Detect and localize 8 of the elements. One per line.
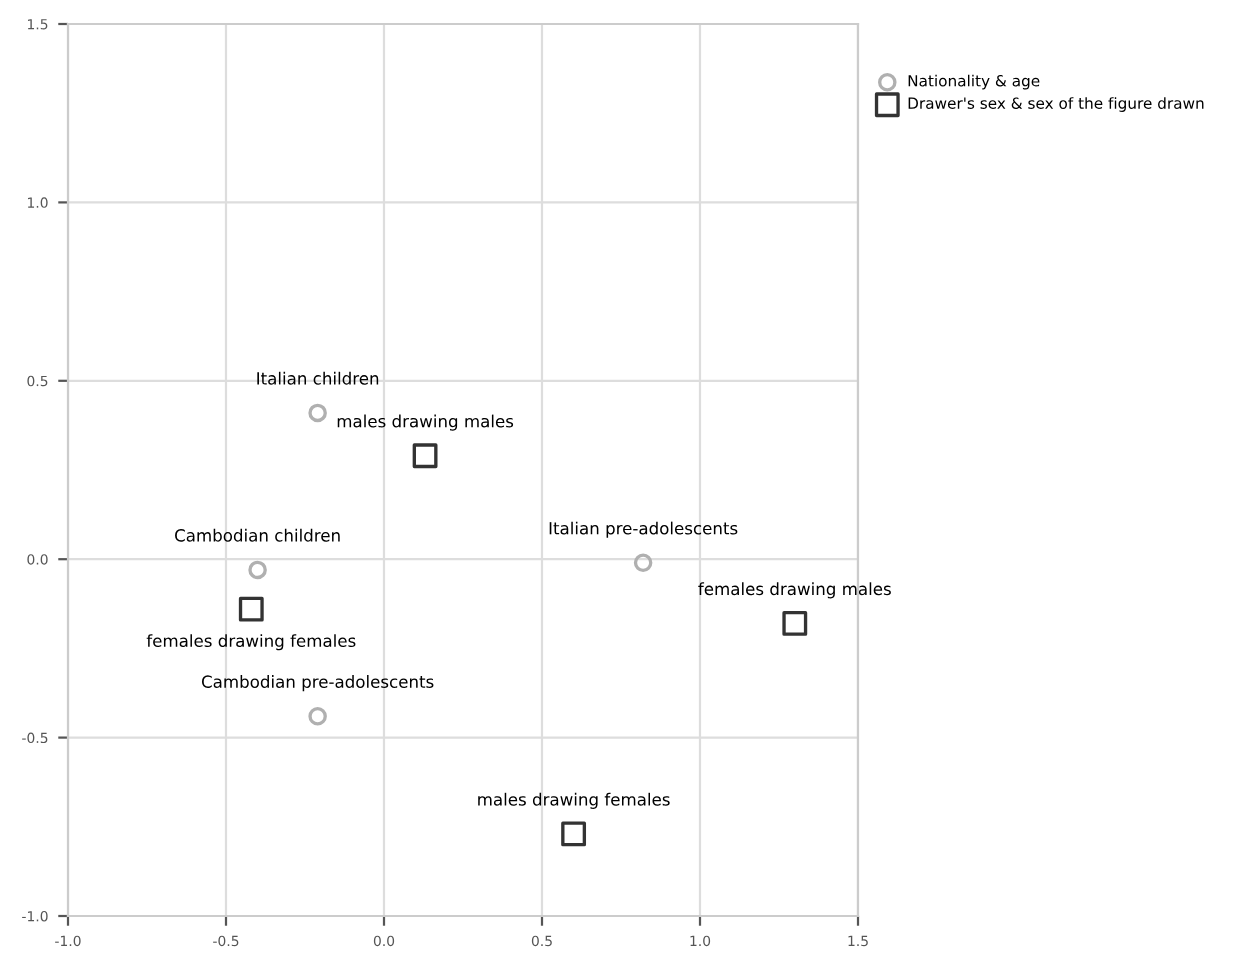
annotation: males drawing males bbox=[337, 414, 514, 431]
annotation: Italian children bbox=[257, 371, 379, 385]
annotation: males drawing females bbox=[478, 792, 670, 809]
annotation: females drawing males bbox=[698, 582, 891, 599]
annotation: Cambodian children bbox=[175, 528, 340, 542]
annotation: females drawing females bbox=[146, 634, 356, 651]
annotation: Cambodian pre-adolescents bbox=[201, 675, 434, 692]
annotation: Italian pre-adolescents bbox=[549, 521, 738, 538]
